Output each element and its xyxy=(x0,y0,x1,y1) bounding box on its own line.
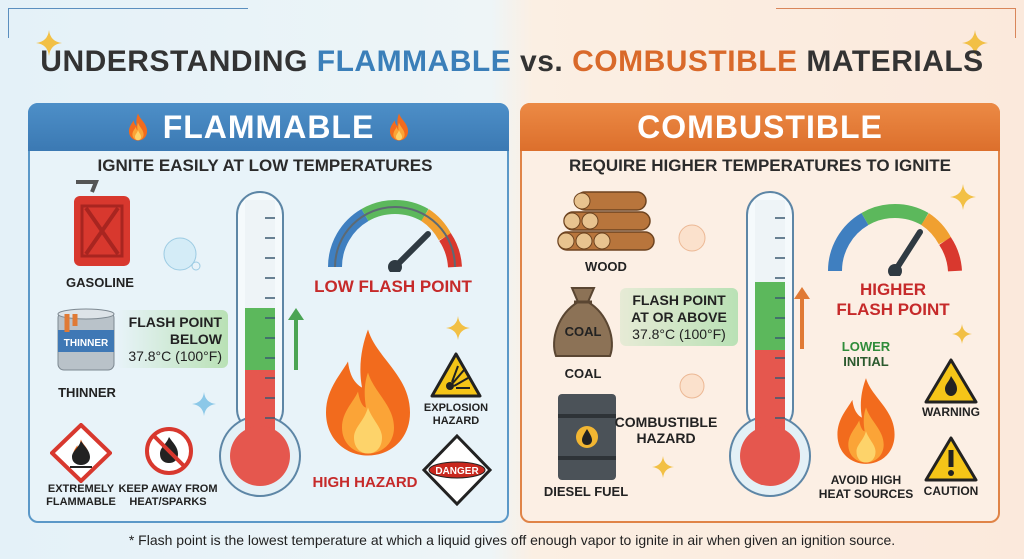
high-hazard-label: HIGH HAZARD xyxy=(312,474,418,491)
combustible-hazard-label: COMBUSTIBLE HAZARD xyxy=(615,414,718,446)
lower-line1: LOWER xyxy=(841,339,891,354)
coal-sack-text: COAL xyxy=(565,324,602,339)
footnote: * Flash point is the lowest temperature … xyxy=(128,532,896,548)
warning-label: WARNING xyxy=(922,405,980,419)
avoid-heat-label: AVOID HIGH HEAT SOURCES xyxy=(818,473,914,502)
warning-fire-icon xyxy=(924,358,978,404)
thermometer-high xyxy=(729,191,811,497)
title-text: UNDERSTANDING xyxy=(40,45,317,78)
sack-icon: COAL xyxy=(553,287,613,357)
hazard-line1: COMBUSTIBLE xyxy=(614,414,718,430)
flash-point-line3: 37.8°C (100°F) xyxy=(632,325,726,342)
flammable-subtitle: IGNITE EASILY AT LOW TEMPERATURES xyxy=(97,156,433,175)
flash-point-line1: FLASH POINT xyxy=(128,314,222,330)
barrel-icon xyxy=(558,394,616,480)
ghs-label-line1: EXTREMELY xyxy=(47,483,115,495)
flash-point-line1: FLASH POINT xyxy=(632,292,726,308)
explosion-label-line2: HAZARD xyxy=(432,414,480,427)
ghs-flammable-icon xyxy=(50,423,112,483)
flammable-title: FLAMMABLE xyxy=(162,108,375,145)
bubble-icon xyxy=(679,373,705,399)
flammable-header: FLAMMABLE xyxy=(28,103,509,151)
gas-can-icon xyxy=(74,180,130,266)
title-combustible: COMBUSTIBLE xyxy=(572,45,798,78)
explosion-hazard-label: EXPLOSION HAZARD xyxy=(424,402,488,427)
arrow-up-icon xyxy=(794,287,810,349)
large-flame-icon xyxy=(326,329,410,456)
hazard-line2: HAZARD xyxy=(636,430,696,447)
keep-away-line1: KEEP AWAY FROM xyxy=(118,483,218,495)
flame-icon xyxy=(127,113,149,141)
logs-icon xyxy=(557,191,655,251)
bubble-icon xyxy=(163,237,201,271)
caution-label: CAUTION xyxy=(923,484,979,498)
flame-icon xyxy=(388,113,410,141)
avoid-line2: HEAT SOURCES xyxy=(818,486,914,501)
explosion-label-line1: EXPLOSION xyxy=(423,402,489,414)
gauge-low-icon xyxy=(327,199,462,272)
coal-label: COAL xyxy=(564,366,602,381)
flash-point-line3: 37.8°C (100°F) xyxy=(128,347,222,364)
flash-point-line2: AT OR ABOVE xyxy=(631,308,727,325)
title-materials: MATERIALS xyxy=(797,45,984,78)
higher-flash-point-label: HIGHER FLASH POINT xyxy=(836,280,949,319)
page-title: UNDERSTANDING FLAMMABLE vs. COMBUSTIBLE … xyxy=(40,45,983,80)
higher-line1: HIGHER xyxy=(859,280,927,299)
thermometer-low xyxy=(219,191,301,497)
thinner-can-text: THINNER xyxy=(64,338,109,349)
title-vs: vs. xyxy=(511,45,573,78)
keep-away-label: KEEP AWAY FROM HEAT/SPARKS xyxy=(118,483,217,508)
diesel-fuel-label: DIESEL FUEL xyxy=(543,484,629,499)
sparkle-icon xyxy=(952,324,972,344)
paint-can-icon: THINNER xyxy=(57,308,115,371)
gasoline-label: GASOLINE xyxy=(66,275,134,290)
sparkle-icon xyxy=(192,392,216,416)
title-flammable: FLAMMABLE xyxy=(316,45,512,78)
thinner-label: THINNER xyxy=(58,385,116,400)
combustible-title: COMBUSTIBLE xyxy=(637,108,883,145)
flash-point-below-callout: FLASH POINT BELOW 37.8°C (100°F) xyxy=(116,310,228,369)
flame-icon xyxy=(837,378,895,464)
danger-text: DANGER xyxy=(435,466,479,477)
extremely-flammable-label: EXTREMELY FLAMMABLE xyxy=(46,483,116,508)
sparkle-icon xyxy=(652,456,674,478)
higher-line2: FLASH POINT xyxy=(836,299,950,319)
keep-away-line2: HEAT/SPARKS xyxy=(129,495,207,508)
avoid-line1: AVOID HIGH xyxy=(830,473,902,487)
sparkle-icon xyxy=(950,184,976,210)
lower-initial-label: LOWER INITIAL xyxy=(841,339,891,370)
corner-frame-tl xyxy=(8,8,248,38)
flash-point-line2: BELOW xyxy=(169,330,222,347)
combustible-header: COMBUSTIBLE xyxy=(520,103,1000,151)
combustible-subtitle: REQUIRE HIGHER TEMPERATURES TO IGNITE xyxy=(569,156,951,175)
flash-point-above-callout: FLASH POINT AT OR ABOVE 37.8°C (100°F) xyxy=(620,288,738,347)
lower-line2: INITIAL xyxy=(843,353,889,369)
low-flash-point-label: LOW FLASH POINT xyxy=(314,277,472,296)
wood-label: WOOD xyxy=(585,259,627,274)
ghs-label-line2: FLAMMABLE xyxy=(46,495,116,508)
caution-icon xyxy=(924,436,978,482)
arrow-up-icon xyxy=(288,308,304,370)
sparkle-icon xyxy=(446,316,470,340)
danger-sign-icon: DANGER xyxy=(422,434,492,506)
no-fire-icon xyxy=(145,427,193,475)
corner-frame-tr xyxy=(776,8,1016,38)
bubble-icon xyxy=(678,224,706,252)
explosion-warning-icon xyxy=(430,352,482,398)
gauge-high-icon xyxy=(827,203,962,276)
